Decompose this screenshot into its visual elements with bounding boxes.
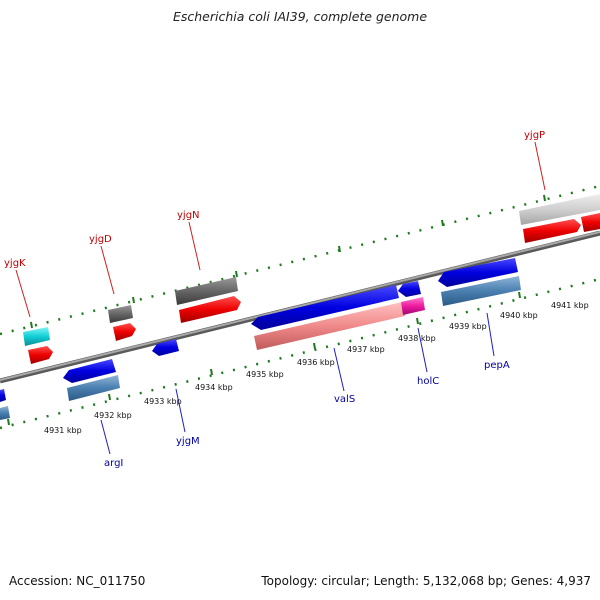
lower-features bbox=[0, 258, 521, 420]
gene-yjgD-gray[interactable] bbox=[108, 305, 133, 323]
gene-label-bottom[interactable]: valS bbox=[334, 394, 355, 405]
genome-summary-text: Topology: circular; Length: 5,132,068 bp… bbox=[261, 574, 591, 588]
gene-valS-pink[interactable] bbox=[254, 302, 405, 350]
kbp-label: 4931 kbp bbox=[44, 426, 82, 435]
gene-holC-blue[interactable] bbox=[398, 281, 421, 297]
gene-yjgK-red[interactable] bbox=[28, 346, 53, 364]
gene-label-top[interactable]: yjgP bbox=[524, 130, 545, 141]
accession-text: Accession: NC_011750 bbox=[9, 574, 146, 588]
kbp-label: 4932 kbp bbox=[94, 411, 132, 420]
gene-pepA-blue[interactable] bbox=[438, 258, 518, 287]
gene-yjgP-red[interactable] bbox=[523, 219, 581, 243]
gene-red-edge[interactable] bbox=[581, 213, 600, 232]
top-gene-labels: yjgK yjgD yjgN yjgP bbox=[4, 130, 545, 269]
gene-pepA-steel[interactable] bbox=[441, 276, 521, 306]
gene-label-bottom[interactable]: pepA bbox=[484, 360, 510, 371]
gene-label-bottom[interactable]: holC bbox=[417, 376, 439, 387]
kbp-label: 4939 kbp bbox=[449, 322, 487, 331]
top-leader-lines bbox=[15, 141, 546, 318]
kbp-label: 4934 kbp bbox=[195, 383, 233, 392]
lower-track-dots bbox=[0, 277, 600, 430]
gene-label-top[interactable]: yjgK bbox=[4, 258, 26, 269]
bottom-gene-labels: argI yjgM valS holC pepA bbox=[104, 360, 510, 469]
gene-yjgK-cyan[interactable] bbox=[23, 327, 50, 346]
gene-argI-steel[interactable] bbox=[67, 375, 120, 401]
gene-holC-magenta[interactable] bbox=[401, 297, 425, 315]
bottom-leader-lines bbox=[100, 312, 495, 455]
upper-features bbox=[23, 194, 600, 364]
gene-yjgN-gray[interactable] bbox=[175, 277, 238, 305]
gene-label-bottom[interactable]: argI bbox=[104, 458, 123, 469]
gene-yjgM-blue[interactable] bbox=[152, 339, 179, 356]
kbp-labels: 4931 kbp 4932 kbp 4933 kbp 4934 kbp 4935… bbox=[44, 301, 589, 435]
gene-label-bottom[interactable]: yjgM bbox=[176, 436, 200, 447]
kbp-label: 4941 kbp bbox=[551, 301, 589, 310]
genome-backbone bbox=[0, 230, 600, 384]
gene-left-edge-blue[interactable] bbox=[0, 389, 6, 402]
kbp-label: 4940 kbp bbox=[500, 311, 538, 320]
genome-title: Escherichia coli IAI39, complete genome bbox=[172, 9, 428, 24]
gene-yjgN-red[interactable] bbox=[179, 296, 241, 323]
kbp-label: 4937 kbp bbox=[347, 345, 385, 354]
gene-valS-blue[interactable] bbox=[251, 285, 399, 330]
kbp-label: 4935 kbp bbox=[246, 370, 284, 379]
gene-left-edge-steel[interactable] bbox=[0, 406, 10, 420]
gene-argI-blue[interactable] bbox=[63, 359, 116, 383]
major-ticks bbox=[7, 194, 546, 426]
kbp-label: 4936 kbp bbox=[297, 358, 335, 367]
kbp-label: 4938 kbp bbox=[398, 334, 436, 343]
gene-yjgP-light[interactable] bbox=[519, 194, 600, 225]
gene-label-top[interactable]: yjgD bbox=[89, 234, 112, 245]
gene-yjgD-red[interactable] bbox=[113, 323, 136, 341]
gene-label-top[interactable]: yjgN bbox=[177, 210, 200, 221]
kbp-label: 4933 kbp bbox=[144, 397, 182, 406]
